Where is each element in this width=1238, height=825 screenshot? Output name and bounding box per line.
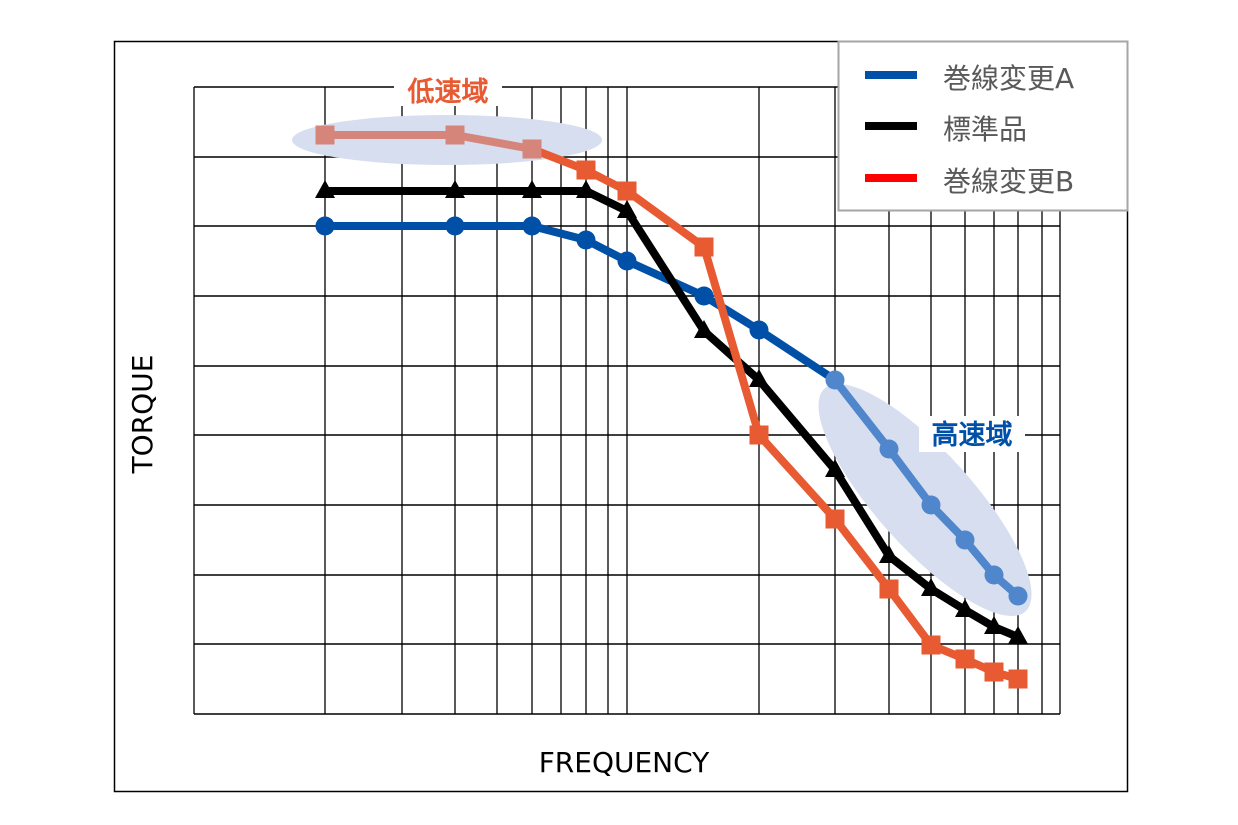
marker-circle (315, 216, 335, 236)
marker-circle (879, 439, 899, 459)
marker-triangle (576, 180, 596, 198)
marker-square (1008, 669, 1028, 689)
legend-item-winding-b: 巻線変更B (865, 165, 1074, 198)
legend-item-winding-a: 巻線変更A (865, 62, 1074, 95)
annotation-high-speed: 高速域 (919, 416, 1025, 452)
marker-triangle (694, 320, 714, 338)
marker-square (749, 425, 769, 445)
marker-circle (445, 216, 465, 236)
marker-circle (984, 565, 1004, 585)
marker-circle (825, 370, 845, 390)
legend-label-winding-a: 巻線変更A (943, 62, 1074, 95)
legend-swatch-winding-b (865, 174, 917, 182)
marker-circle (749, 320, 769, 340)
marker-triangle (879, 545, 899, 563)
marker-square (522, 139, 542, 159)
annotation-high-speed-label: 高速域 (932, 419, 1013, 451)
marker-square (445, 125, 465, 145)
marker-square (825, 509, 845, 529)
marker-square (617, 181, 637, 201)
x-axis-label: FREQUENCY (539, 746, 710, 779)
legend-swatch-winding-a (865, 71, 917, 79)
series-1 (315, 180, 1028, 644)
marker-circle (617, 251, 637, 271)
marker-triangle (955, 599, 975, 617)
marker-triangle (617, 200, 637, 218)
marker-triangle (315, 180, 335, 198)
marker-triangle (921, 578, 941, 596)
annotation-low-speed-label: 低速域 (407, 77, 489, 108)
marker-triangle (984, 616, 1004, 634)
marker-triangle (1008, 626, 1028, 644)
marker-circle (576, 230, 596, 250)
series-0 (315, 216, 1028, 606)
legend-label-standard: 標準品 (943, 113, 1027, 146)
y-axis-label: TORQUE (126, 355, 159, 475)
marker-triangle (445, 180, 465, 198)
marker-circle (522, 216, 542, 236)
marker-triangle (749, 369, 769, 387)
marker-circle (694, 286, 714, 306)
legend-item-standard: 標準品 (865, 113, 1027, 146)
legend: 巻線変更A 標準品 巻線変更B (837, 40, 1129, 212)
marker-circle (1008, 586, 1028, 606)
marker-square (315, 125, 335, 145)
marker-square (576, 160, 596, 180)
marker-circle (921, 495, 941, 515)
marker-square (955, 649, 975, 669)
marker-triangle (522, 180, 542, 198)
marker-square (879, 579, 899, 599)
annotation-low-speed: 低速域 (394, 70, 502, 108)
legend-swatch-standard (865, 122, 917, 130)
marker-circle (955, 530, 975, 550)
marker-square (694, 237, 714, 257)
data-series (315, 125, 1028, 689)
series-2 (315, 125, 1028, 689)
legend-label-winding-b: 巻線変更B (943, 165, 1074, 198)
marker-triangle (825, 459, 845, 477)
marker-square (921, 635, 941, 655)
marker-square (984, 662, 1004, 682)
